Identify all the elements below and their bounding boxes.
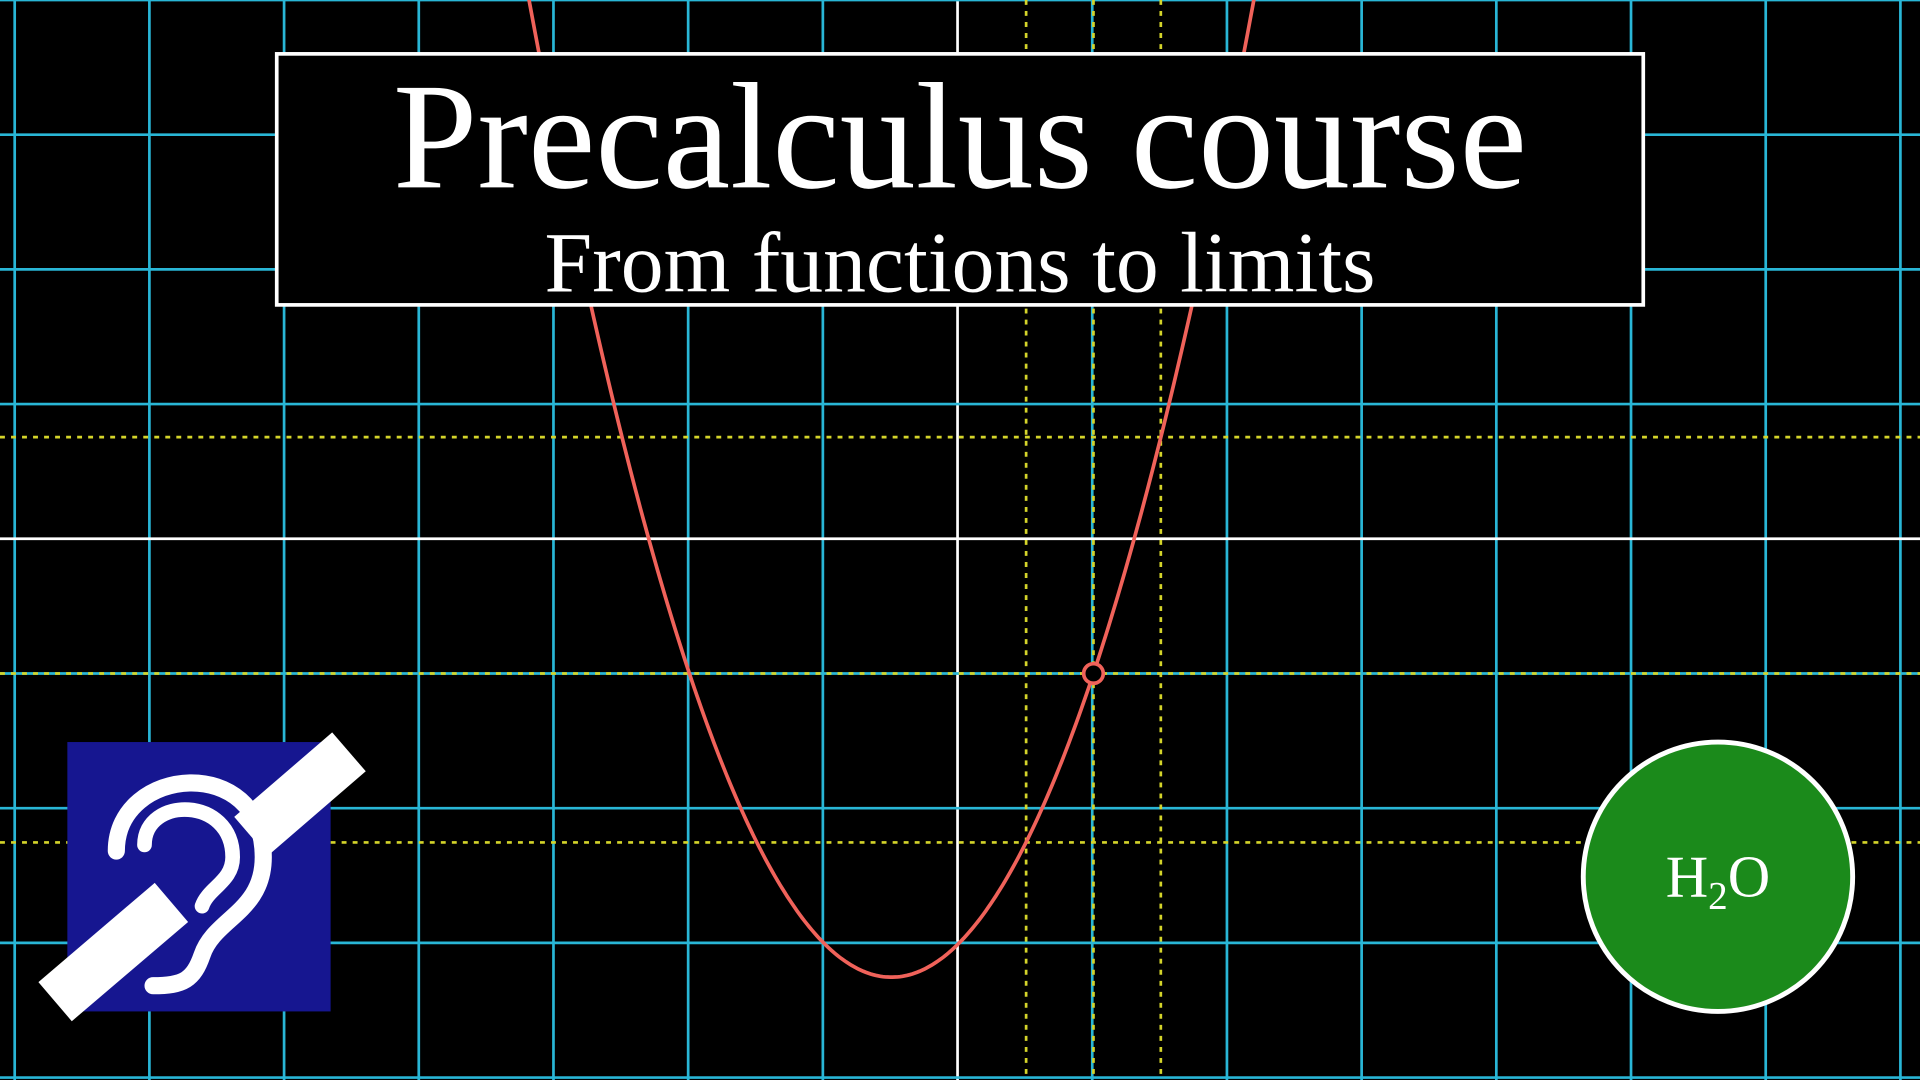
icon-ear-inner — [137, 802, 241, 914]
parabola — [527, 0, 1256, 979]
badge-o: O — [1728, 844, 1770, 909]
badge-h: H — [1666, 844, 1708, 909]
title: Precalculus course — [393, 52, 1527, 220]
icon-bar — [234, 732, 366, 856]
icon-ear — [107, 774, 272, 995]
badge-sub: 2 — [1708, 875, 1728, 918]
badge-text: H2O — [1666, 844, 1771, 917]
open-point — [1081, 661, 1106, 686]
title-box — [274, 52, 1646, 307]
hearing-icon — [38, 732, 366, 1022]
badge — [1580, 739, 1856, 1014]
subtitle: From functions to limits — [545, 215, 1376, 310]
icon-bar — [38, 882, 189, 1022]
